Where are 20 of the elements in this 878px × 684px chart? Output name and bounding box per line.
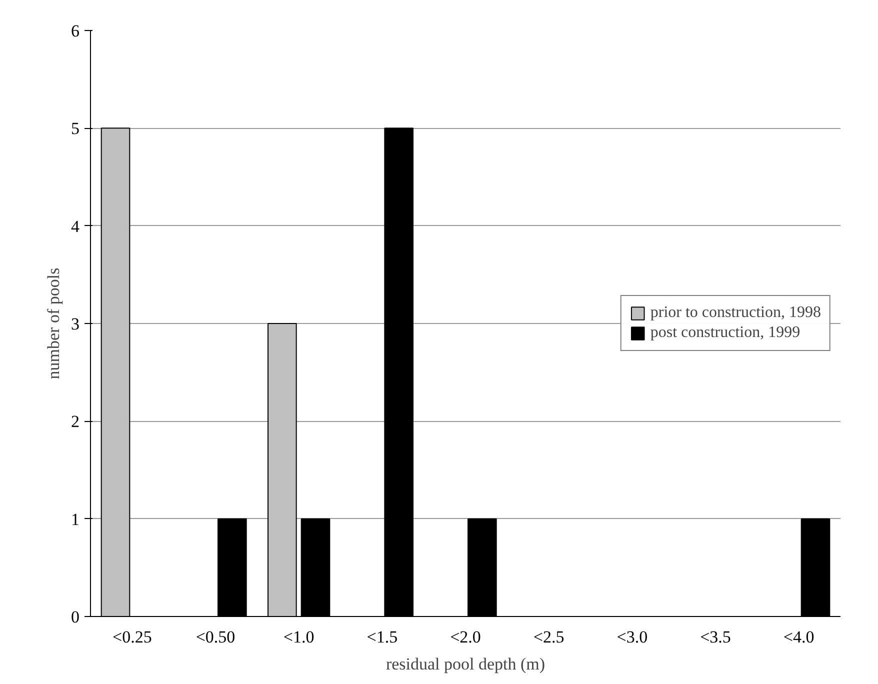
x-tick-label: <3.0 <box>616 628 648 646</box>
y-tick-label: 1 <box>71 510 80 529</box>
y-tick-label: 6 <box>71 22 80 40</box>
x-tick-label: <3.5 <box>700 628 731 646</box>
y-tick-label: 5 <box>71 119 80 138</box>
y-tick-label: 0 <box>71 608 80 626</box>
legend-label: prior to construction, 1998 <box>650 304 821 322</box>
x-tick-label: <0.50 <box>196 628 236 646</box>
x-tick-label: <2.5 <box>533 628 564 646</box>
legend-label: post construction, 1999 <box>650 324 800 342</box>
y-tick-label: 4 <box>71 216 80 236</box>
x-tick-label: <0.25 <box>112 628 152 646</box>
y-axis-title: number of pools <box>44 268 63 380</box>
x-tick-label: <4.0 <box>783 628 814 646</box>
x-tick-label: <2.0 <box>450 628 481 646</box>
y-tick-label: 3 <box>71 314 80 334</box>
x-tick-label: <1.0 <box>283 628 314 646</box>
x-tick-label: <1.5 <box>366 628 398 646</box>
x-axis-title: residual pool depth (m) <box>386 654 546 674</box>
y-tick-label: 2 <box>71 412 80 432</box>
